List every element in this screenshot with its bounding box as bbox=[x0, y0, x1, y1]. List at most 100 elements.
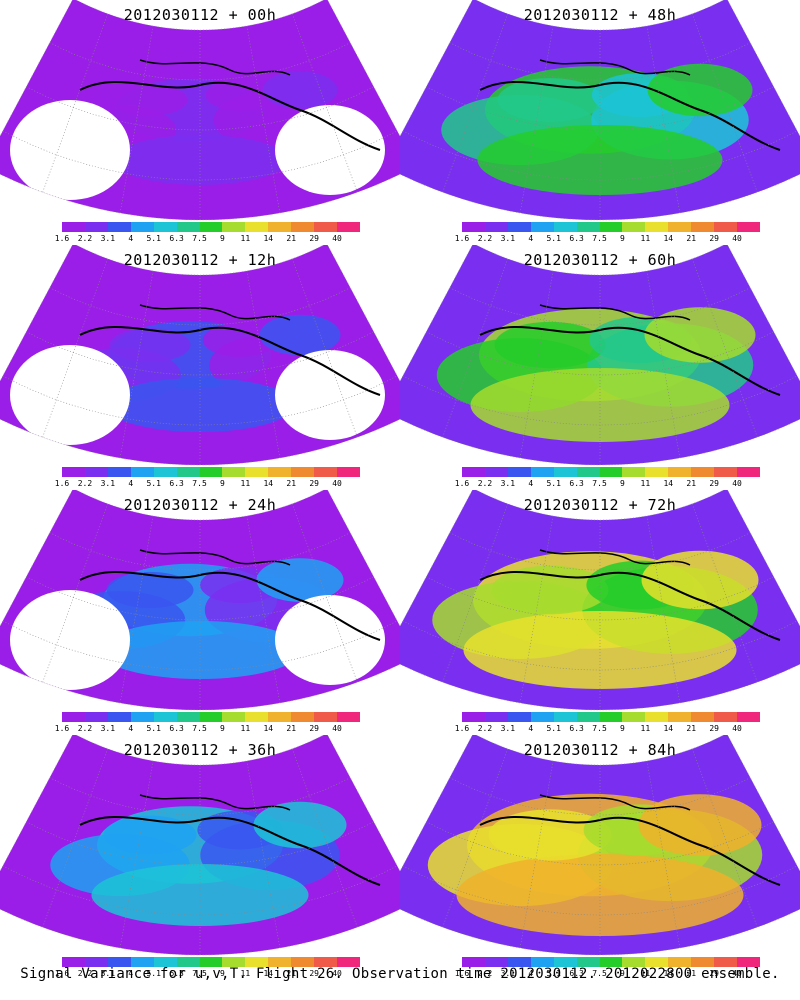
colorbar-tick-label: 2.2 bbox=[77, 479, 93, 488]
colorbar-tick-label: 9 bbox=[220, 724, 225, 733]
colorbar-tick-label: 1.6 bbox=[454, 969, 470, 978]
colorbar-tick-label: 21 bbox=[686, 969, 697, 978]
colorbar-swatch bbox=[599, 467, 623, 477]
colorbar-tick-label: 29 bbox=[309, 724, 319, 733]
colorbar-tick-label: 1.6 bbox=[54, 969, 70, 978]
colorbar bbox=[62, 712, 360, 722]
colorbar-swatch bbox=[130, 712, 154, 722]
colorbar-swatch bbox=[222, 712, 246, 722]
colorbar-swatch bbox=[314, 957, 338, 967]
colorbar-swatch bbox=[484, 222, 508, 232]
colorbar-tick-label: 9 bbox=[620, 479, 625, 488]
variance-map bbox=[0, 735, 400, 956]
colorbar-swatch bbox=[599, 712, 623, 722]
colorbar-swatch bbox=[668, 467, 692, 477]
forecast-panel: 2012030112 + 00h 1.6 2.2 3.1 4 5.1 6.3 7.5 9 11 14… bbox=[0, 0, 400, 245]
colorbar-swatch bbox=[691, 222, 715, 232]
colorbar-swatch bbox=[507, 222, 531, 232]
colorbar-tick-label: 14 bbox=[263, 969, 274, 978]
colorbar-tick-label: 6.3 bbox=[569, 724, 584, 733]
colorbar-tick-label: 40 bbox=[332, 724, 342, 733]
colorbar-swatch bbox=[153, 957, 177, 967]
variance-map bbox=[400, 0, 800, 221]
variance-map bbox=[400, 245, 800, 466]
colorbar-tick-label: 6.3 bbox=[169, 969, 184, 978]
colorbar-swatch bbox=[737, 467, 760, 477]
colorbar-tick-label: 6.3 bbox=[169, 724, 184, 733]
colorbar-swatch bbox=[691, 957, 715, 967]
colorbar-swatch bbox=[462, 712, 485, 722]
colorbar-tick-label: 5.1 bbox=[546, 479, 561, 488]
colorbar-swatch bbox=[484, 957, 508, 967]
colorbar-tick-label: 14 bbox=[663, 724, 674, 733]
colorbar-tick-label: 7.5 bbox=[192, 969, 207, 978]
colorbar-swatch bbox=[462, 957, 485, 967]
colorbar-tick-label: 9 bbox=[620, 969, 625, 978]
colorbar-swatch bbox=[268, 712, 292, 722]
colorbar-swatch bbox=[199, 957, 223, 967]
colorbar bbox=[462, 222, 760, 232]
colorbar-tick-label: 2.2 bbox=[77, 234, 93, 243]
colorbar-swatch bbox=[107, 957, 131, 967]
colorbar-tick-label: 4 bbox=[128, 969, 134, 978]
colorbar-tick-label: 2.2 bbox=[477, 969, 493, 978]
colorbar-swatch bbox=[107, 467, 131, 477]
colorbar-swatch bbox=[507, 467, 531, 477]
colorbar-swatch bbox=[268, 957, 292, 967]
colorbar-tick-label: 7.5 bbox=[192, 479, 207, 488]
colorbar-tick-label: 21 bbox=[286, 479, 297, 488]
variance-map bbox=[0, 245, 400, 466]
colorbar-tick-label: 29 bbox=[709, 969, 719, 978]
colorbar-swatch bbox=[553, 712, 577, 722]
colorbar-tick-label: 6.3 bbox=[169, 479, 184, 488]
colorbar-tick-label: 4 bbox=[528, 724, 534, 733]
colorbar-swatch bbox=[530, 222, 554, 232]
colorbar-tick-label: 40 bbox=[732, 479, 742, 488]
colorbar-swatch bbox=[645, 467, 669, 477]
colorbar-tick-label: 40 bbox=[732, 234, 742, 243]
colorbar-swatch bbox=[691, 712, 715, 722]
colorbar-swatch bbox=[337, 712, 360, 722]
colorbar-tick-label: 29 bbox=[709, 724, 719, 733]
colorbar-swatch bbox=[314, 712, 338, 722]
panel-title: 2012030112 + 24h bbox=[123, 496, 277, 514]
colorbar-tick-label: 4 bbox=[528, 479, 534, 488]
colorbar-tick-label: 5.1 bbox=[546, 234, 561, 243]
colorbar-swatch bbox=[314, 222, 338, 232]
colorbar-swatch bbox=[245, 712, 269, 722]
colorbar-swatch bbox=[645, 712, 669, 722]
colorbar-swatch bbox=[714, 957, 738, 967]
colorbar-swatch bbox=[291, 957, 315, 967]
panel-title: 2012030112 + 72h bbox=[523, 496, 677, 514]
colorbar-swatch bbox=[462, 222, 485, 232]
colorbar-swatch bbox=[714, 712, 738, 722]
colorbar-swatch bbox=[245, 957, 269, 967]
colorbar-swatch bbox=[62, 467, 85, 477]
colorbar-tick-label: 5.1 bbox=[146, 724, 161, 733]
colorbar-tick-label: 29 bbox=[309, 479, 319, 488]
colorbar-tick-label: 4 bbox=[128, 724, 134, 733]
colorbar-tick-label: 3.1 bbox=[500, 479, 516, 488]
colorbar-swatch bbox=[576, 712, 600, 722]
colorbar-swatch bbox=[291, 222, 315, 232]
colorbar-swatch bbox=[245, 467, 269, 477]
colorbar-swatch bbox=[245, 222, 269, 232]
colorbar-tick-label: 4 bbox=[528, 234, 534, 243]
colorbar-swatch bbox=[84, 467, 108, 477]
colorbar-tick-label: 21 bbox=[286, 724, 297, 733]
colorbar-tick-label: 29 bbox=[709, 234, 719, 243]
colorbar-swatch bbox=[668, 222, 692, 232]
colorbar-swatch bbox=[153, 712, 177, 722]
colorbar-swatch bbox=[599, 957, 623, 967]
colorbar-tick-label: 5.1 bbox=[546, 969, 561, 978]
panel-title: 2012030112 + 84h bbox=[523, 741, 677, 759]
colorbar-tick-label: 11 bbox=[240, 234, 251, 243]
colorbar-swatch bbox=[714, 222, 738, 232]
forecast-panel: 2012030112 + 48h 1.6 2.2 3.1 4 5.1 6.3 7.5 9 11 14… bbox=[400, 0, 800, 245]
colorbar-tick-label: 11 bbox=[240, 479, 251, 488]
colorbar-tick-label: 2.2 bbox=[77, 724, 93, 733]
colorbar-swatch bbox=[222, 467, 246, 477]
colorbar-swatch bbox=[530, 712, 554, 722]
forecast-panel: 2012030112 + 12h 1.6 2.2 3.1 4 5.1 6.3 7.5 9 11 14… bbox=[0, 245, 400, 490]
colorbar-tick-label: 11 bbox=[640, 479, 651, 488]
